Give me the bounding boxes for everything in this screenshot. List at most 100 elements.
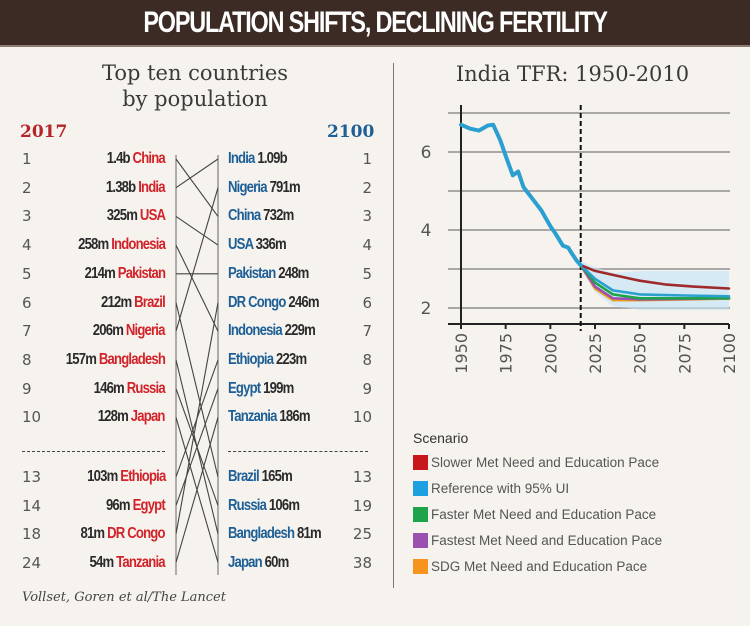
entry-2017: 81m DR Congo bbox=[80, 522, 166, 546]
entry-2017: 96m Egypt bbox=[106, 494, 166, 518]
legend-item: Faster Met Need and Education Pace bbox=[413, 504, 656, 524]
x-tick-label: 2000 bbox=[541, 333, 560, 374]
rank-2100: 38 bbox=[352, 553, 372, 572]
rank-2100: 5 bbox=[362, 264, 372, 283]
population-value: 325m bbox=[106, 207, 138, 225]
entry-2017: 54m Tanzania bbox=[90, 551, 166, 575]
left-title-line-2: by population bbox=[122, 87, 268, 111]
population-value: 258m bbox=[78, 236, 109, 254]
chart-title: India TFR: 1950-2010 bbox=[455, 62, 690, 86]
connector-line bbox=[175, 417, 219, 563]
row-2100: India 1.09b 1 bbox=[0, 147, 372, 171]
entry-2100: China 732m bbox=[228, 204, 294, 228]
row-2100: Indonesia 229m 7 bbox=[0, 319, 372, 343]
row-2100: Ethiopia 223m 8 bbox=[0, 348, 372, 372]
separator-2017 bbox=[22, 451, 165, 452]
entry-2100: Russia 106m bbox=[228, 494, 300, 518]
population-value: 165m bbox=[261, 468, 293, 485]
legend-item: SDG Met Need and Education Pace bbox=[413, 556, 647, 576]
row-2017: 5 214m Pakistan bbox=[0, 262, 750, 286]
population-value: 1.09b bbox=[257, 150, 287, 167]
row-2017: 24 54m Tanzania bbox=[0, 551, 750, 575]
rank-2100: 7 bbox=[362, 322, 372, 341]
x-tick-label: 1975 bbox=[497, 333, 516, 374]
rank-2100: 6 bbox=[362, 293, 372, 312]
legend-swatch bbox=[413, 480, 428, 496]
population-value: 246m bbox=[288, 293, 319, 311]
row-2100: Pakistan 248m 5 bbox=[0, 262, 372, 286]
country-name: Egypt bbox=[228, 379, 264, 397]
row-2017: 14 96m Egypt bbox=[0, 494, 750, 518]
rank-2100: 4 bbox=[362, 236, 372, 255]
population-value: 96m bbox=[106, 496, 131, 514]
entry-2017: 206m Nigeria bbox=[93, 319, 166, 343]
tfr-chart: 2 4 6 1950 1975 2000 2025 2050 2075 2100 bbox=[421, 105, 739, 374]
population-value: 106m bbox=[268, 496, 300, 514]
country-name: Brazil bbox=[131, 293, 166, 311]
population-value: 60m bbox=[264, 553, 290, 571]
connector-line bbox=[175, 215, 219, 246]
panel-divider bbox=[393, 63, 394, 588]
legend-title: Scenario bbox=[413, 430, 469, 446]
rank-2017: 4 bbox=[22, 236, 32, 255]
population-value: 81m bbox=[296, 525, 322, 542]
connector-line bbox=[175, 187, 219, 332]
country-name: Tanzania bbox=[228, 408, 280, 426]
population-value: 791m bbox=[269, 178, 301, 196]
entry-2017: 157m Bangladesh bbox=[66, 348, 166, 372]
row-2100: DR Congo 246m 6 bbox=[0, 291, 372, 315]
legend-swatch bbox=[413, 558, 428, 574]
rank-2100: 8 bbox=[362, 350, 372, 369]
country-name: Bangladesh bbox=[96, 350, 166, 368]
year-2100-header: 2100 bbox=[327, 122, 375, 142]
country-name: DR Congo bbox=[104, 525, 165, 542]
entry-2017: 258m Indonesia bbox=[78, 233, 166, 257]
entry-2100: Tanzania 186m bbox=[228, 405, 311, 429]
entry-2100: Ethiopia 223m bbox=[228, 348, 307, 372]
entry-2100: Indonesia 229m bbox=[228, 319, 316, 343]
y-tick-label: 6 bbox=[421, 143, 432, 163]
population-value: 81m bbox=[80, 525, 106, 542]
population-value: 186m bbox=[279, 408, 310, 426]
entry-2100: DR Congo 246m bbox=[228, 291, 319, 315]
row-2100: Brazil 165m 13 bbox=[0, 465, 372, 489]
rank-2100: 1 bbox=[362, 150, 372, 168]
population-value: 128m bbox=[98, 408, 129, 426]
country-name: India bbox=[135, 178, 165, 196]
rank-2017: 18 bbox=[22, 525, 42, 543]
entry-2017: 1.38b India bbox=[106, 176, 166, 200]
rank-2100: 19 bbox=[352, 496, 372, 515]
entry-2017: 128m Japan bbox=[98, 405, 166, 429]
rank-2017: 5 bbox=[22, 264, 32, 283]
rank-2017: 6 bbox=[22, 293, 32, 312]
country-name: Bangladesh bbox=[228, 525, 297, 542]
legend-swatch bbox=[413, 532, 428, 548]
rank-2017: 8 bbox=[22, 350, 32, 369]
country-name: DR Congo bbox=[228, 293, 289, 311]
entry-2017: 146m Russia bbox=[94, 377, 166, 401]
rank-2100: 25 bbox=[352, 525, 372, 543]
series-line-historical bbox=[459, 122, 583, 268]
rank-2017: 3 bbox=[22, 207, 32, 226]
x-tick-label: 2100 bbox=[720, 333, 739, 374]
year-2017-header: 2017 bbox=[20, 122, 68, 142]
entry-2100: USA 336m bbox=[228, 233, 287, 257]
row-2100: Egypt 199m 9 bbox=[0, 377, 372, 401]
separator-2100 bbox=[228, 451, 368, 452]
entry-2100: Japan 60m bbox=[228, 551, 290, 575]
rank-2017: 9 bbox=[22, 379, 32, 398]
legend-item: Slower Met Need and Education Pace bbox=[413, 452, 659, 472]
row-2100: Russia 106m 19 bbox=[0, 494, 372, 518]
row-2017: 7 206m Nigeria bbox=[0, 319, 750, 343]
row-2017: 6 212m Brazil bbox=[0, 291, 750, 315]
population-value: 214m bbox=[84, 264, 115, 282]
country-name: USA bbox=[228, 236, 256, 254]
rank-2017: 7 bbox=[22, 322, 32, 341]
country-name: Japan bbox=[128, 408, 166, 426]
entry-2017: 1.4b China bbox=[107, 147, 166, 171]
country-name: Brazil bbox=[228, 468, 262, 485]
rank-2100: 2 bbox=[362, 178, 372, 197]
left-panel-title: Top ten countries by population bbox=[60, 60, 330, 112]
country-name: India bbox=[228, 150, 258, 167]
country-name: Russia bbox=[124, 379, 166, 397]
